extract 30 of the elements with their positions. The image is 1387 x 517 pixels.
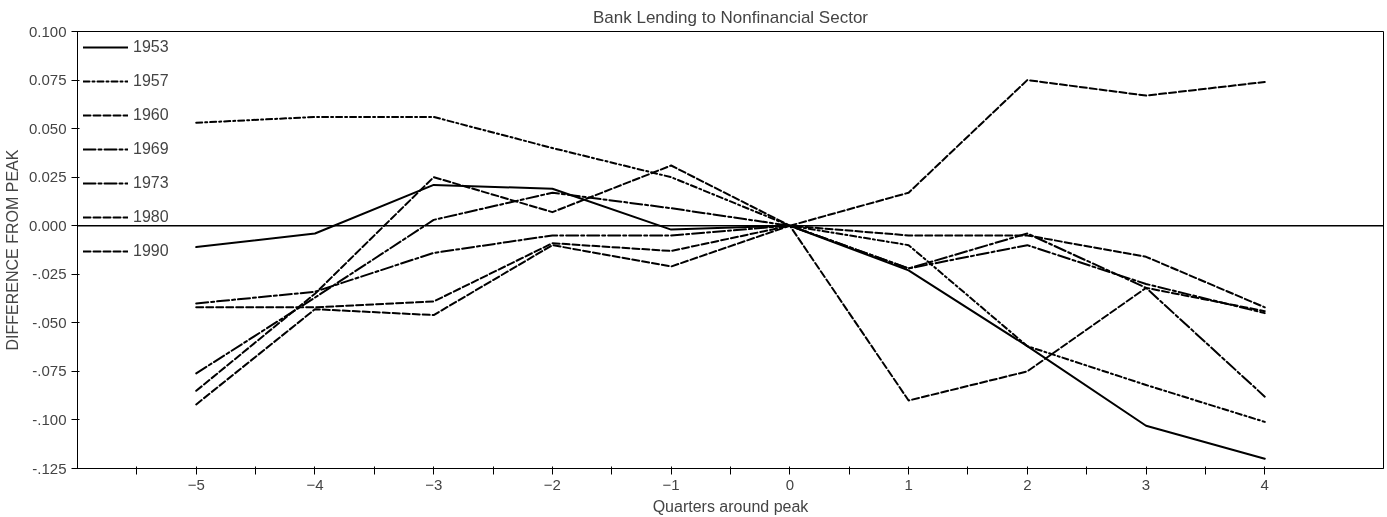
x-tick-label: 3 bbox=[1141, 475, 1151, 493]
legend-label: 1957 bbox=[133, 72, 169, 90]
y-tick-label: -.075 bbox=[32, 362, 67, 380]
x-tick-label: 0 bbox=[785, 475, 795, 493]
x-axis-title: Quarters around peak bbox=[652, 497, 810, 515]
x-tick-label: −5 bbox=[187, 475, 205, 493]
y-tick-label: 0.075 bbox=[28, 71, 67, 89]
x-tick-label: −4 bbox=[306, 475, 324, 493]
chart-title: Bank Lending to Nonfinancial Sector bbox=[592, 7, 869, 27]
x-tick-label: −2 bbox=[543, 475, 561, 493]
legend-label: 1990 bbox=[133, 242, 169, 260]
y-tick-label: -.050 bbox=[32, 313, 67, 331]
y-tick-label: -.025 bbox=[32, 265, 67, 283]
y-tick-label: -.125 bbox=[32, 459, 67, 477]
legend-label: 1960 bbox=[133, 106, 169, 124]
x-tick-label: 1 bbox=[904, 475, 913, 493]
x-tick-label: 4 bbox=[1260, 475, 1269, 493]
y-axis-title: DIFFERENCE FROM PEAK bbox=[3, 149, 21, 351]
y-tick-label: -.100 bbox=[32, 410, 67, 428]
x-tick-label: −3 bbox=[425, 475, 443, 493]
x-tick-label: −1 bbox=[662, 475, 680, 493]
y-tick-label: 0.050 bbox=[28, 119, 67, 137]
y-tick-label: 0.000 bbox=[28, 216, 67, 234]
y-tick-label: 0.100 bbox=[28, 22, 67, 40]
y-tick-label: 0.025 bbox=[28, 168, 67, 186]
legend-label: 1969 bbox=[133, 140, 169, 158]
legend-label: 1973 bbox=[133, 174, 169, 192]
legend-label: 1953 bbox=[133, 38, 169, 56]
x-tick-label: 2 bbox=[1023, 475, 1032, 493]
legend-label: 1980 bbox=[133, 208, 169, 226]
